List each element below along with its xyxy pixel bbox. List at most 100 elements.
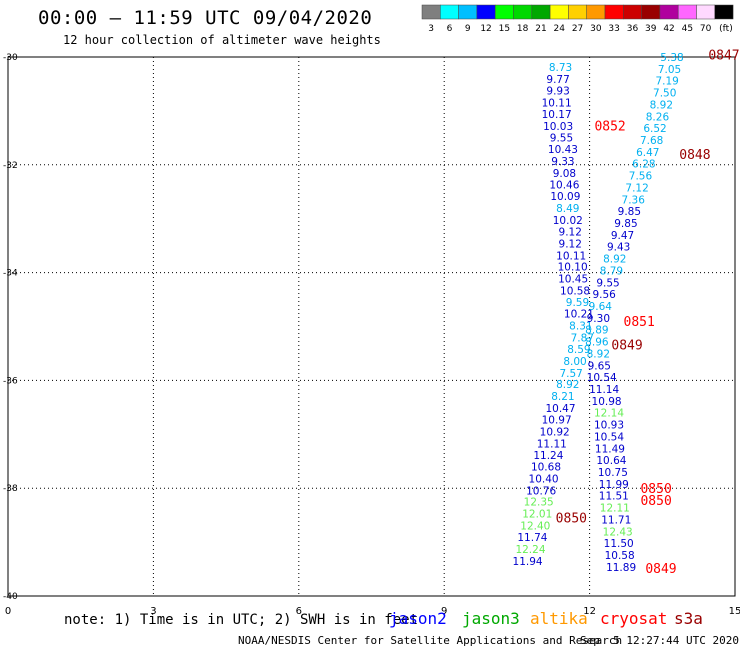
colorbar-swatch <box>458 4 478 20</box>
wave-height-label: 7.68 <box>640 135 663 147</box>
wave-height-label: 7.05 <box>658 64 681 76</box>
colorbar-label: 6 <box>447 24 453 34</box>
wave-height-label: 7.36 <box>622 194 646 206</box>
wave-height-label: 10.10 <box>558 262 588 274</box>
page-title: 00:00 — 11:59 UTC 09/04/2020 <box>38 7 373 29</box>
colorbar-swatch <box>696 4 716 20</box>
wave-height-label: 10.54 <box>587 372 617 384</box>
wave-height-label: 10.02 <box>553 215 583 227</box>
colorbar-swatch <box>476 4 496 20</box>
colorbar-swatch <box>513 4 533 20</box>
wave-height-label: 10.58 <box>605 550 635 562</box>
colorbar-label: 9 <box>465 24 471 34</box>
wave-height-label: 6.47 <box>636 147 659 159</box>
wave-height-label: 8.92 <box>556 379 579 391</box>
wave-height-label: 12.11 <box>600 503 630 515</box>
wave-height-label: 11.94 <box>513 556 543 568</box>
y-tick-label: -34 <box>3 269 18 279</box>
wave-height-label: 10.45 <box>558 274 588 286</box>
y-tick-label: -36 <box>3 376 18 386</box>
y-tick-label: -38 <box>3 484 18 494</box>
wave-height-label: 11.50 <box>604 538 634 550</box>
wave-height-label: 9.56 <box>592 289 616 301</box>
legend-altika: altika <box>530 609 588 628</box>
wave-height-label: 12.40 <box>520 520 550 532</box>
wave-height-label: 10.58 <box>560 285 590 297</box>
wave-height-label: 10.47 <box>545 403 575 415</box>
wave-height-label: 10.76 <box>526 485 556 497</box>
colorbar-label: 3 <box>428 24 434 34</box>
wave-height-label: 8.59 <box>567 344 590 356</box>
wave-height-label: 6.28 <box>632 159 655 171</box>
wave-height-label: 9.59 <box>566 297 589 309</box>
wave-height-label: 8.92 <box>587 348 610 360</box>
y-tick-label: -30 <box>3 53 18 63</box>
colorbar-swatch <box>531 4 551 20</box>
wave-height-label: 9.33 <box>551 156 574 168</box>
wave-height-label: 7.87 <box>571 332 594 344</box>
wave-height-label: 9.43 <box>607 242 630 254</box>
wave-height-label: 5.38 <box>660 52 683 64</box>
pass-time-label: 0847 <box>708 48 739 63</box>
wave-height-label: 11.89 <box>606 562 636 574</box>
colorbar-label: 42 <box>663 24 674 34</box>
wave-height-label: 10.09 <box>550 191 580 203</box>
wave-height-label: 9.12 <box>559 238 582 250</box>
legend-cryosat: cryosat <box>600 609 668 628</box>
wave-height-label: 10.54 <box>594 431 624 443</box>
colorbar-swatch <box>677 4 697 20</box>
wave-height-label: 12.14 <box>594 408 624 420</box>
colorbar-label: 18 <box>517 24 529 34</box>
colorbar-swatch <box>549 4 569 20</box>
wave-height-label: 9.64 <box>589 301 613 313</box>
wave-height-label: 9.77 <box>546 74 569 86</box>
wave-height-label: 8.89 <box>585 325 608 337</box>
wave-height-label: 9.12 <box>559 227 582 239</box>
x-tick-label: 6 <box>296 606 302 617</box>
footer-note: note: 1) Time is in UTC; 2) SWH is in fe… <box>64 612 419 628</box>
wave-height-label: 8.49 <box>556 203 579 215</box>
credit-line: NOAA/NESDIS Center for Satellite Applica… <box>238 634 623 647</box>
wave-height-label: 9.08 <box>553 168 576 180</box>
colorbar-swatch <box>659 4 679 20</box>
colorbar-swatch <box>586 4 606 20</box>
colorbar-label: 30 <box>590 24 602 34</box>
wave-height-label: 10.93 <box>594 420 624 432</box>
wave-height-label: 7.50 <box>653 88 676 100</box>
wave-height-label: 10.97 <box>542 415 572 427</box>
colorbar-label: 21 <box>535 24 546 34</box>
y-tick-label: -32 <box>3 161 18 171</box>
wave-height-label: 10.98 <box>592 396 622 408</box>
wave-height-label: 11.11 <box>537 438 567 450</box>
colorbar-swatch <box>714 4 734 20</box>
wave-height-label: 9.47 <box>611 230 634 242</box>
colorbar-label: 33 <box>608 24 619 34</box>
wave-height-label: 10.68 <box>531 462 561 474</box>
y-tick-label: -40 <box>3 592 18 602</box>
pass-time-label: 0852 <box>594 119 625 134</box>
wave-height-label: 9.55 <box>550 132 573 144</box>
colorbar-swatch <box>421 4 441 20</box>
wave-height-label: 9.65 <box>588 360 611 372</box>
colorbar-swatch <box>623 4 642 20</box>
pass-time-label: 0850 <box>640 494 671 509</box>
colorbar-swatch <box>604 4 624 20</box>
wave-height-label: 10.46 <box>549 180 579 192</box>
wave-height-label: 11.51 <box>599 491 629 503</box>
colorbar-label: (ft) <box>719 24 733 34</box>
wave-height-label: 11.14 <box>589 384 619 396</box>
colorbar-label: 70 <box>700 24 712 34</box>
wave-height-label: 11.49 <box>595 443 625 455</box>
wave-height-label: 10.75 <box>598 467 628 479</box>
wave-height-label: 10.43 <box>548 144 578 156</box>
colorbar-label: 39 <box>645 24 657 34</box>
wave-height-label: 8.31 <box>569 320 592 332</box>
wave-height-label: 8.79 <box>600 265 623 277</box>
x-tick-label: 15 <box>729 606 740 617</box>
wave-height-label: 10.92 <box>540 427 570 439</box>
wave-height-label: 8.92 <box>650 99 673 111</box>
colorbar-label: 36 <box>627 24 639 34</box>
legend-jason3: jason3 <box>462 609 520 628</box>
page-subtitle: 12 hour collection of altimeter wave hei… <box>63 33 381 47</box>
